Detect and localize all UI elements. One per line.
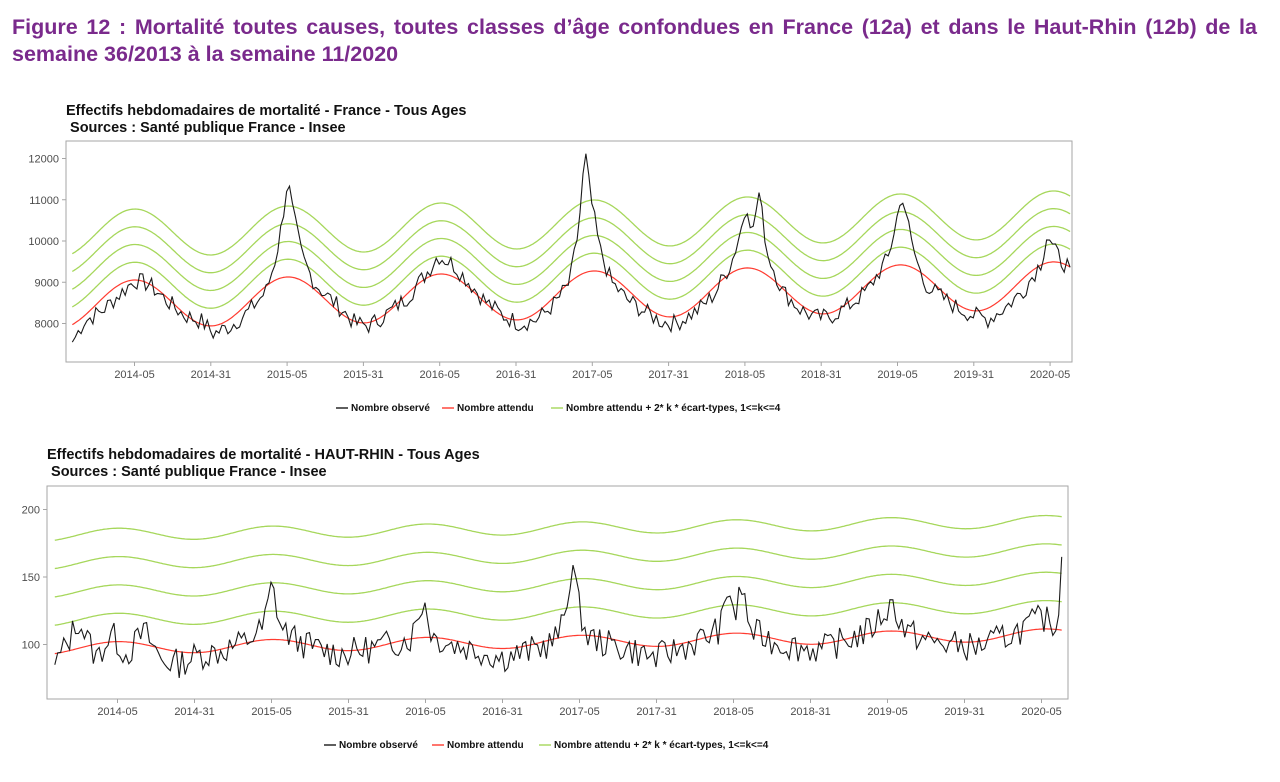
x-tick-label: 2020-05 bbox=[1021, 706, 1061, 718]
x-tick-label: 2015-05 bbox=[251, 706, 291, 718]
chart-france: 8000 9000 10000 11000 12000 2014-05 2014-31 201… bbox=[28, 140, 1073, 414]
plot-frame bbox=[46, 485, 1069, 700]
chart-haut-rhin: 100 150 200 2014-05 2014-31 2015-05 2015-31 201… bbox=[22, 485, 1069, 751]
plot-frame bbox=[65, 140, 1073, 363]
x-tick-label: 2018-05 bbox=[713, 706, 753, 718]
y-tick-label: 11000 bbox=[29, 195, 59, 207]
x-tick-label: 2017-05 bbox=[572, 369, 612, 381]
legend-label: Nombre attendu + 2* k * écart-types, 1<=… bbox=[554, 740, 769, 751]
x-tick-label: 2020-05 bbox=[1030, 369, 1070, 381]
x-tick-label: 2019-31 bbox=[954, 369, 994, 381]
x-tick-label: 2019-31 bbox=[944, 706, 984, 718]
threshold-line-k4 bbox=[71, 190, 1071, 256]
threshold-line-k2 bbox=[71, 225, 1071, 292]
legend-label: Nombre attendu bbox=[457, 403, 534, 414]
y-tick-label: 12000 bbox=[28, 154, 59, 166]
chart-title-france: Effectifs hebdomadaires de mortalité - F… bbox=[66, 103, 466, 137]
x-tick-label: 2019-05 bbox=[877, 369, 917, 381]
legend-label: Nombre observé bbox=[339, 740, 418, 751]
observed-line bbox=[54, 556, 1063, 678]
x-tick-label: 2016-05 bbox=[405, 706, 445, 718]
x-tick-label: 2017-31 bbox=[636, 706, 676, 718]
chart-title-haut-rhin: Effectifs hebdomadaires de mortalité - H… bbox=[47, 447, 480, 481]
chart-title-haut-rhin-main: Effectifs hebdomadaires de mortalité - H… bbox=[47, 447, 480, 463]
legend-label: Nombre observé bbox=[351, 403, 430, 414]
threshold-line-k2 bbox=[54, 571, 1062, 598]
threshold-line-k1 bbox=[54, 599, 1062, 626]
expected-line bbox=[54, 628, 1062, 655]
y-tick-label: 100 bbox=[22, 640, 40, 652]
x-tick-label: 2015-31 bbox=[328, 706, 368, 718]
observed-line bbox=[71, 153, 1071, 343]
x-tick-label: 2014-05 bbox=[97, 706, 137, 718]
x-tick-label: 2014-05 bbox=[114, 369, 154, 381]
x-tick-label: 2019-05 bbox=[867, 706, 907, 718]
x-tick-label: 2015-31 bbox=[343, 369, 383, 381]
x-tick-label: 2018-05 bbox=[725, 369, 765, 381]
y-tick-label: 150 bbox=[22, 572, 40, 584]
x-tick-label: 2016-05 bbox=[420, 369, 460, 381]
y-tick-label: 200 bbox=[22, 505, 40, 517]
x-tick-label: 2017-31 bbox=[648, 369, 688, 381]
chart-title-france-main: Effectifs hebdomadaires de mortalité - F… bbox=[66, 103, 467, 119]
chart-subtitle-france: Sources : Santé publique France - Insee bbox=[66, 120, 346, 136]
expected-line bbox=[72, 261, 1071, 327]
threshold-line-k4 bbox=[54, 514, 1062, 541]
x-tick-label: 2015-05 bbox=[267, 369, 307, 381]
threshold-line-k3 bbox=[54, 543, 1062, 570]
x-tick-label: 2018-31 bbox=[790, 706, 830, 718]
chart-subtitle-haut-rhin: Sources : Santé publique France - Insee bbox=[47, 464, 327, 480]
threshold-line-k3 bbox=[71, 208, 1071, 274]
y-tick-label: 8000 bbox=[35, 319, 59, 331]
y-tick-label: 9000 bbox=[35, 277, 59, 289]
legend: Nombre observé Nombre attendu Nombre atten… bbox=[336, 403, 781, 414]
legend-label: Nombre attendu + 2* k * écart-types, 1<=… bbox=[566, 403, 781, 414]
y-tick-label: 10000 bbox=[28, 236, 59, 248]
x-tick-label: 2018-31 bbox=[801, 369, 841, 381]
x-tick-label: 2014-31 bbox=[191, 369, 231, 381]
threshold-line-k1 bbox=[71, 243, 1071, 309]
x-tick-label: 2017-05 bbox=[559, 706, 599, 718]
figure-title: Figure 12 : Mortalité toutes causes, tou… bbox=[12, 15, 1257, 66]
x-tick-label: 2016-31 bbox=[496, 369, 536, 381]
x-tick-label: 2016-31 bbox=[482, 706, 522, 718]
legend: Nombre observé Nombre attendu Nombre atten… bbox=[324, 740, 769, 751]
legend-label: Nombre attendu bbox=[447, 740, 524, 751]
x-tick-label: 2014-31 bbox=[174, 706, 214, 718]
